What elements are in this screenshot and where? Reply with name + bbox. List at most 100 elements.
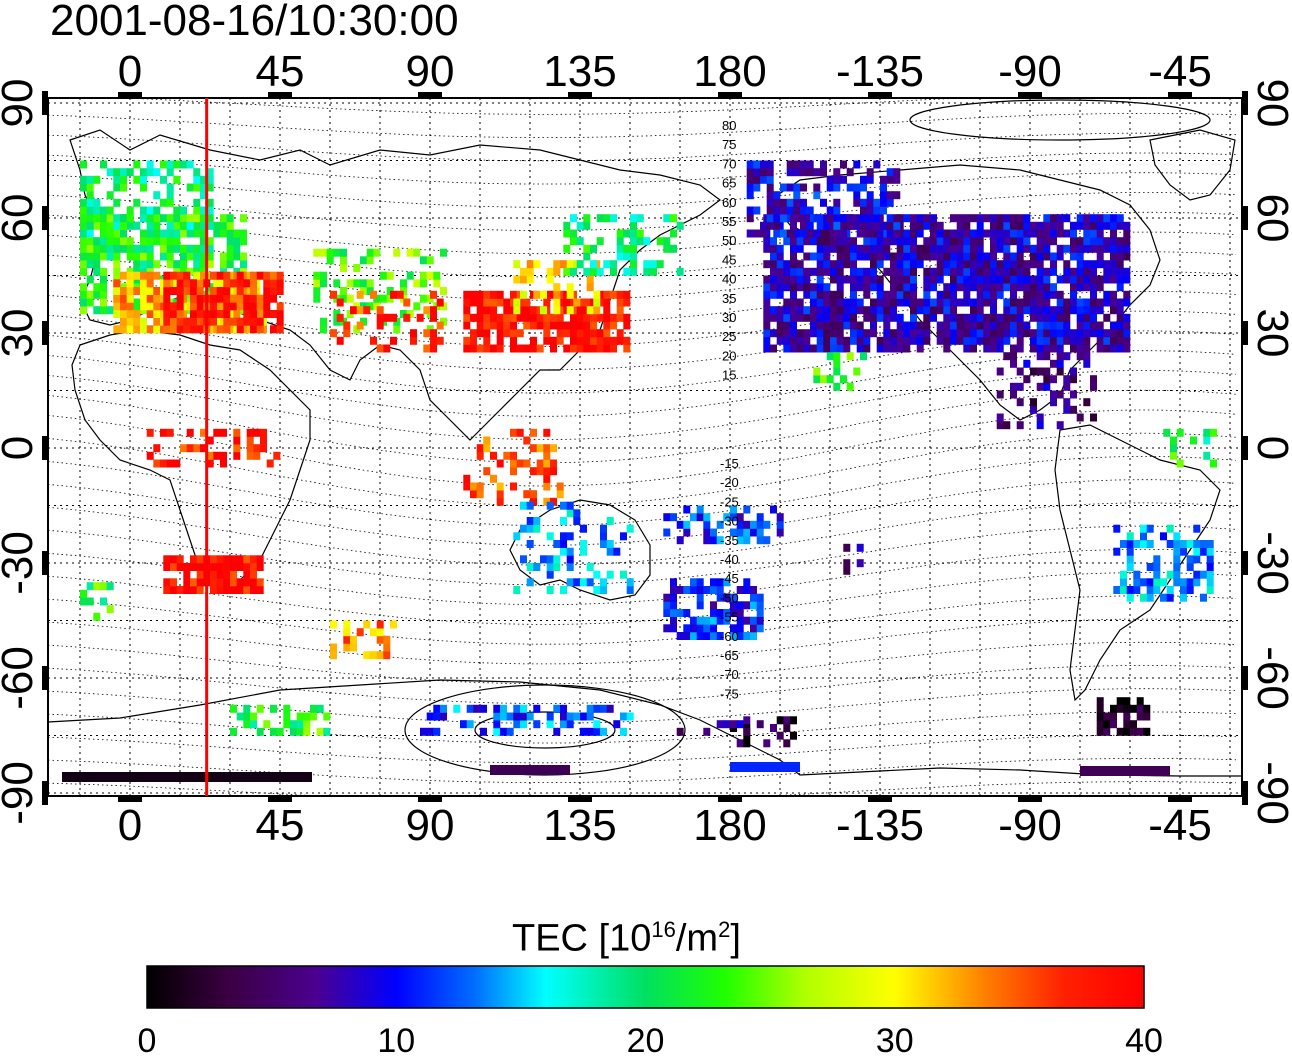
tec-cell bbox=[1136, 727, 1144, 736]
mlat-label: -50 bbox=[720, 590, 739, 605]
tec-cell bbox=[776, 275, 784, 284]
tec-cell bbox=[1146, 563, 1154, 571]
tec-cell bbox=[476, 490, 484, 499]
tec-cell bbox=[223, 287, 231, 295]
mlat-contour bbox=[48, 758, 1237, 783]
tec-cell bbox=[790, 306, 797, 315]
tec-cell bbox=[1050, 329, 1057, 338]
tec-cell bbox=[956, 275, 964, 284]
tec-cell bbox=[496, 344, 504, 353]
tec-cell bbox=[176, 563, 184, 571]
tec-cell bbox=[1050, 344, 1057, 353]
tec-cell bbox=[810, 267, 817, 276]
mag-pole-contour-north bbox=[909, 99, 1211, 141]
tec-cell bbox=[996, 413, 1004, 422]
tec-cell bbox=[356, 628, 364, 637]
tec-cell bbox=[1166, 586, 1174, 594]
tec-cell bbox=[503, 306, 511, 315]
tec-cell bbox=[1193, 555, 1201, 564]
tec-cell bbox=[943, 237, 951, 246]
tec-cell bbox=[863, 267, 871, 276]
tec-cell bbox=[620, 532, 627, 541]
lon-tick-mark bbox=[268, 796, 292, 802]
tec-cell bbox=[970, 214, 977, 223]
tec-cell bbox=[420, 279, 427, 288]
tec-cell bbox=[736, 601, 744, 610]
tec-cell bbox=[583, 336, 591, 345]
tec-cell bbox=[816, 329, 824, 338]
tec-cell bbox=[610, 260, 617, 269]
tec-cell bbox=[133, 160, 141, 169]
tec-cell bbox=[950, 298, 957, 307]
lon-tick-label-top: 90 bbox=[406, 47, 455, 96]
tec-cell bbox=[113, 229, 121, 238]
tec-cell bbox=[853, 198, 861, 207]
tec-cell bbox=[763, 275, 771, 284]
tec-cell bbox=[146, 451, 154, 460]
tec-cell bbox=[856, 329, 864, 338]
tec-cell bbox=[736, 528, 744, 537]
tec-cell bbox=[303, 712, 311, 721]
tec-cell bbox=[810, 313, 817, 322]
tec-cell bbox=[956, 298, 964, 307]
tec-cell bbox=[153, 191, 161, 200]
tec-cell bbox=[623, 267, 631, 276]
tec-cell bbox=[1076, 329, 1084, 338]
tec-cell bbox=[170, 271, 177, 280]
tec-cell bbox=[510, 428, 517, 437]
tec-cell bbox=[843, 321, 851, 330]
tec-cell bbox=[1110, 704, 1117, 713]
tec-cell bbox=[546, 586, 554, 594]
tec-cell bbox=[883, 237, 891, 246]
tec-cell bbox=[513, 712, 521, 721]
tec-cell bbox=[276, 325, 284, 334]
tec-cell bbox=[520, 267, 527, 276]
tec-cell bbox=[323, 727, 331, 736]
mlat-label: 55 bbox=[722, 214, 736, 229]
tec-cell bbox=[916, 252, 924, 261]
tec-cell bbox=[956, 229, 964, 238]
tec-cell bbox=[1003, 252, 1011, 261]
tec-cell bbox=[1103, 344, 1111, 353]
tec-cell bbox=[1083, 229, 1091, 238]
tec-cell bbox=[366, 248, 374, 257]
tec-cell bbox=[813, 168, 821, 177]
tec-cell bbox=[970, 306, 977, 315]
tec-cell bbox=[803, 336, 811, 345]
lat-tick-mark bbox=[1242, 551, 1248, 575]
tec-cell bbox=[1036, 421, 1044, 430]
tec-cell bbox=[1070, 244, 1077, 253]
tec-cell bbox=[636, 229, 644, 238]
tec-cell bbox=[983, 321, 991, 330]
tec-cell bbox=[190, 302, 197, 311]
tec-cell bbox=[1090, 267, 1097, 276]
tec-cell bbox=[623, 229, 631, 238]
tec-cell bbox=[133, 198, 141, 207]
tec-cell bbox=[836, 237, 844, 246]
tec-cell bbox=[1036, 321, 1044, 330]
tec-cell bbox=[976, 244, 984, 253]
tec-cell bbox=[1103, 329, 1111, 338]
tec-cell bbox=[976, 290, 984, 299]
tec-cell bbox=[193, 168, 201, 177]
tec-cell bbox=[1036, 267, 1044, 276]
tec-cell bbox=[1186, 540, 1194, 548]
tec-cell bbox=[1076, 321, 1084, 330]
tec-cell bbox=[770, 290, 777, 299]
tec-cell bbox=[216, 578, 224, 587]
lon-tick-label-top: -45 bbox=[1148, 47, 1212, 96]
tec-cell bbox=[100, 267, 107, 276]
tec-cell bbox=[163, 325, 171, 334]
tec-cell bbox=[1050, 260, 1057, 269]
tec-cell bbox=[853, 160, 861, 169]
tec-cell bbox=[890, 237, 897, 246]
tec-cell bbox=[606, 547, 614, 556]
tec-cell bbox=[483, 467, 491, 476]
tec-cell bbox=[270, 287, 277, 295]
tec-cell bbox=[616, 329, 624, 338]
tec-cell bbox=[956, 244, 964, 253]
tec-cell bbox=[1103, 720, 1111, 729]
tec-cell bbox=[146, 244, 154, 253]
tec-cell bbox=[566, 712, 574, 721]
tec-cell bbox=[583, 298, 591, 307]
